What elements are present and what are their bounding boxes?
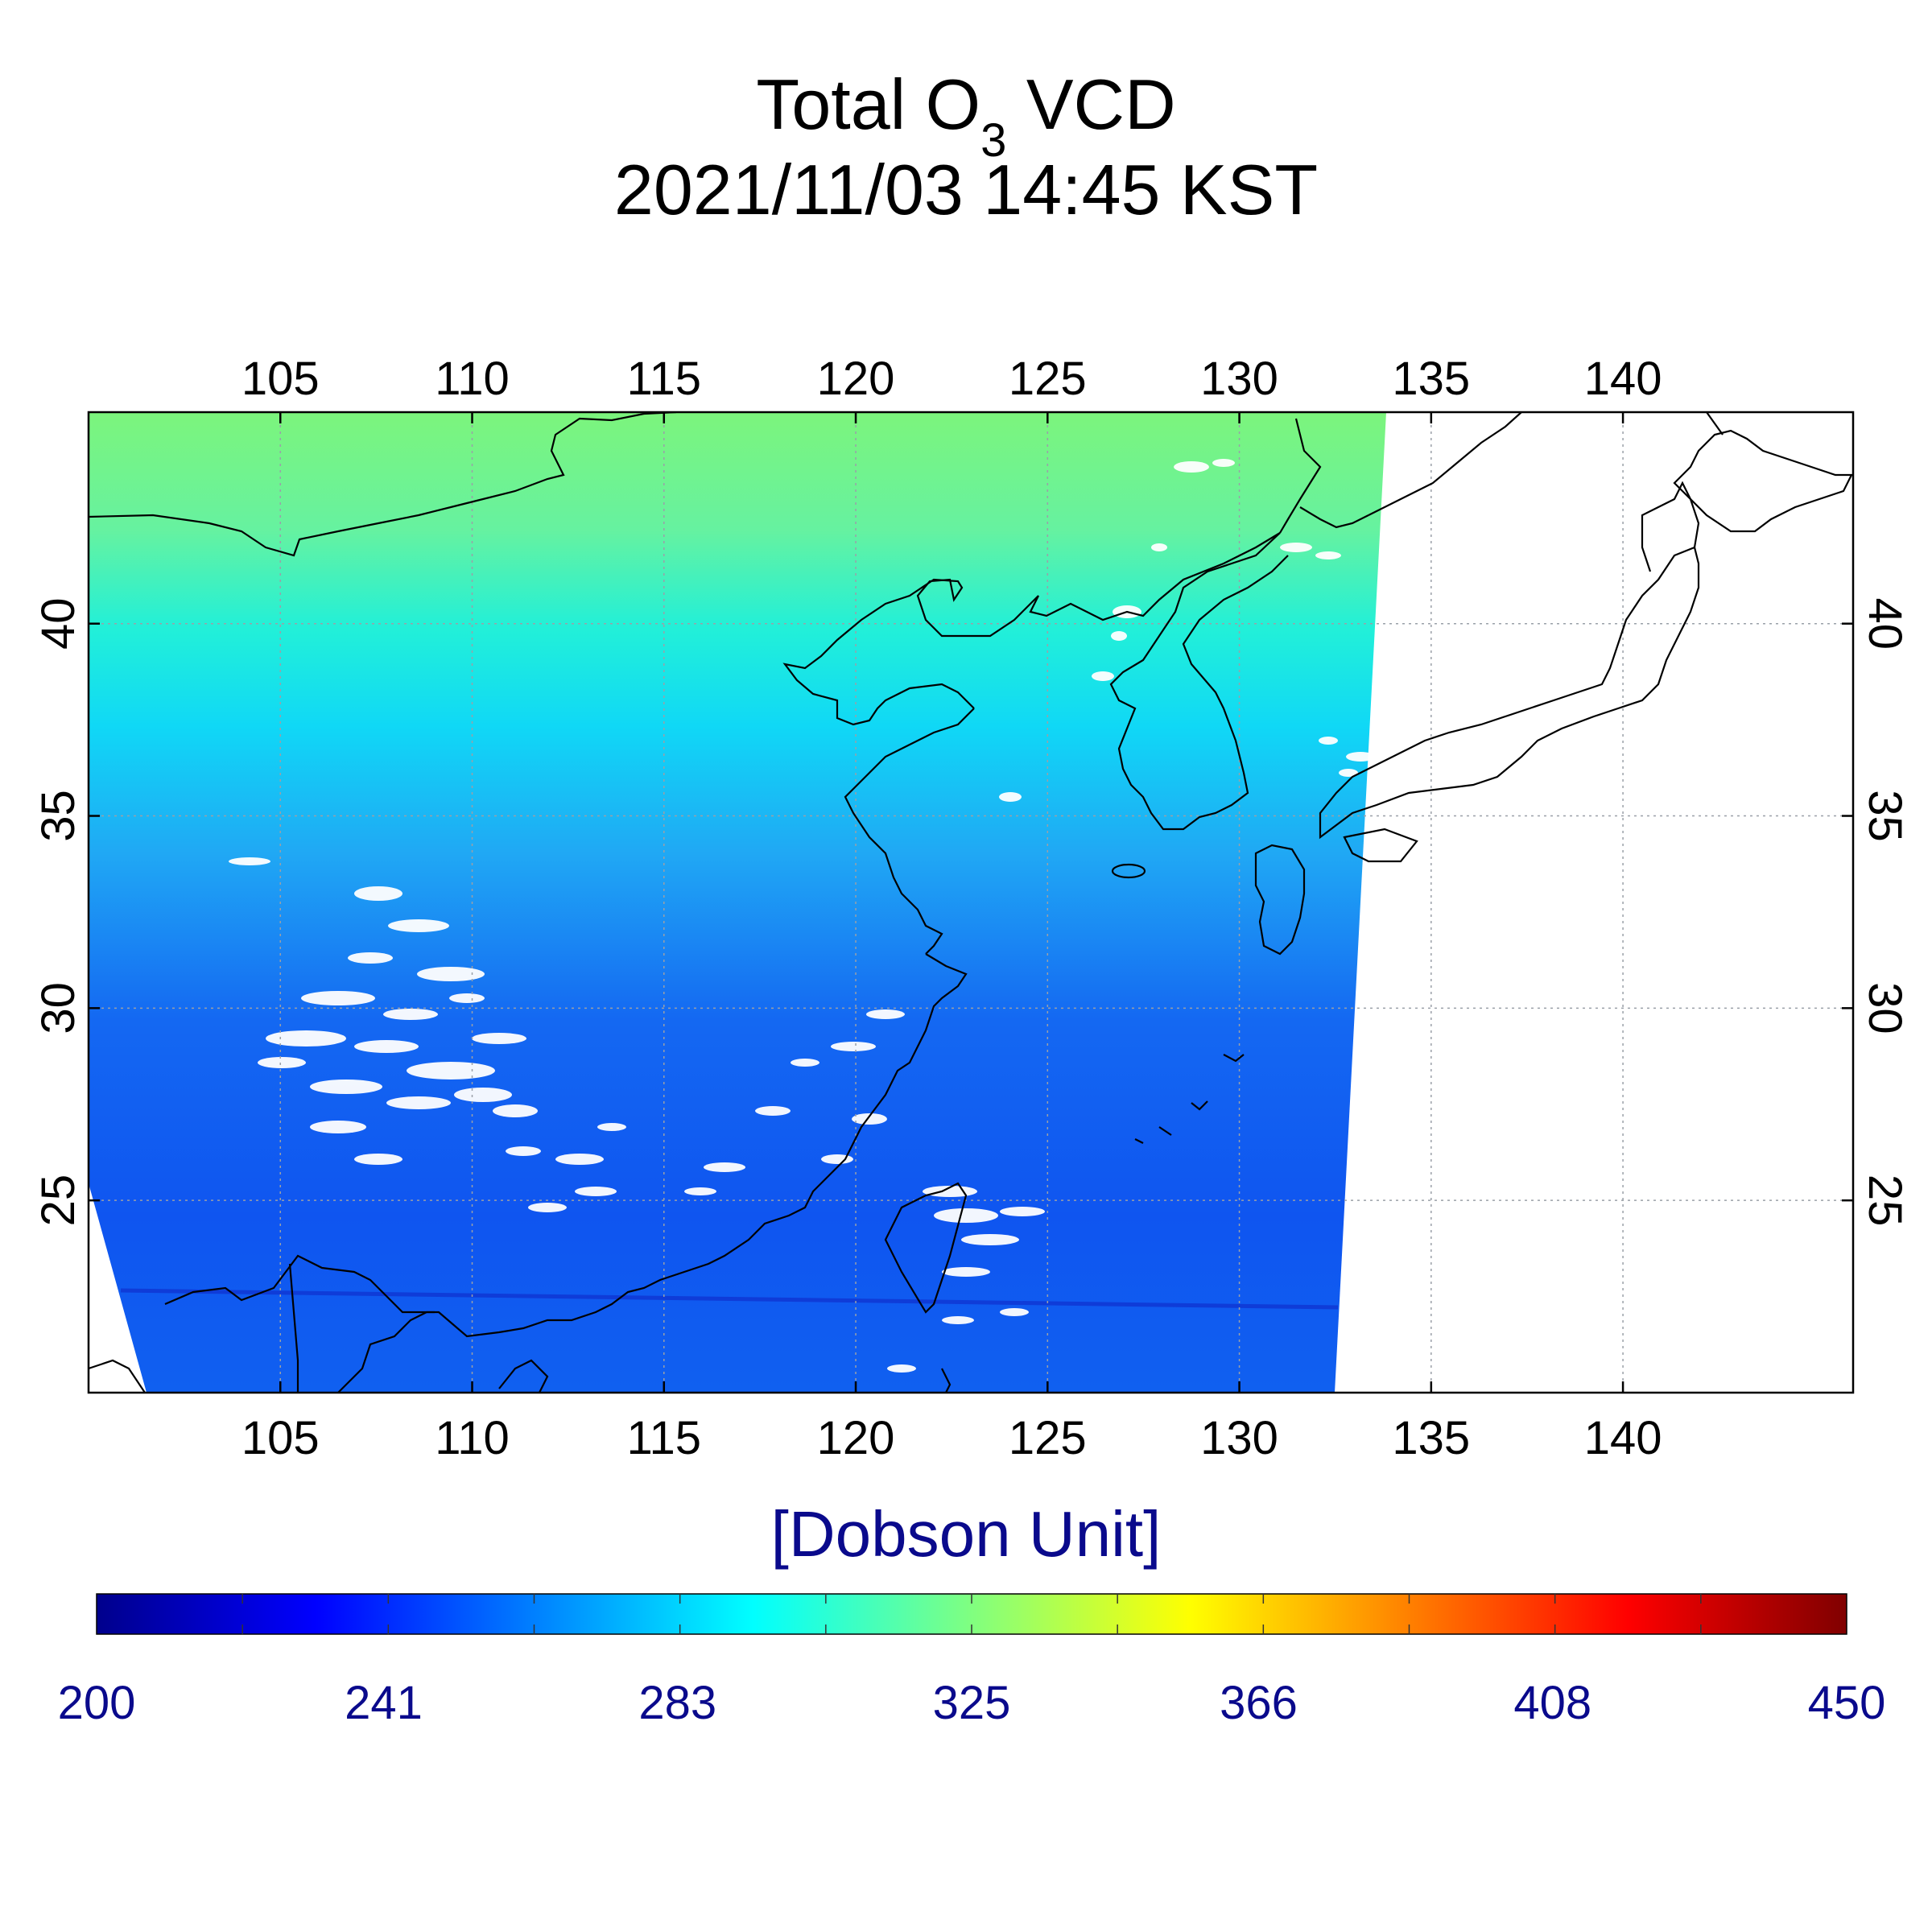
map-frame <box>87 411 1855 1394</box>
scan-line-artifact <box>120 1288 1339 1310</box>
satellite-swath <box>89 412 1386 1393</box>
lat-label-left: 25 <box>32 1174 85 1227</box>
lon-label-bottom: 120 <box>817 1412 895 1464</box>
title-subscript: 3 <box>980 114 1007 167</box>
colorbar-label: 450 <box>1808 1677 1886 1729</box>
graticule <box>89 412 1853 1393</box>
colorbar-label: 283 <box>638 1677 716 1729</box>
colorbar-unit-label: [Dobson Unit] <box>770 1498 1162 1570</box>
map-datetime: 2021/11/03 14:45 KST <box>613 150 1319 229</box>
lat-label-right: 30 <box>1859 982 1911 1034</box>
colorbar-label: 408 <box>1513 1677 1591 1729</box>
lon-label-top: 140 <box>1584 353 1662 405</box>
lon-label-bottom: 105 <box>242 1412 320 1464</box>
axis-ticks <box>89 412 1853 1393</box>
colorbar-label: 325 <box>933 1677 1011 1729</box>
lon-label-top: 120 <box>817 353 895 405</box>
latitude-labels-right: 40 35 30 25 <box>1859 597 1911 1226</box>
lon-label-bottom: 135 <box>1392 1412 1470 1464</box>
colorbar-label: 200 <box>58 1677 136 1729</box>
lon-label-top: 125 <box>1009 353 1087 405</box>
lat-label-right: 25 <box>1859 1174 1911 1227</box>
lon-label-bottom: 130 <box>1200 1412 1278 1464</box>
lon-label-bottom: 140 <box>1584 1412 1662 1464</box>
lon-label-top: 135 <box>1392 353 1470 405</box>
lat-label-right: 35 <box>1859 790 1911 842</box>
longitude-labels-top: 105 110 115 120 125 130 135 140 <box>242 353 1662 405</box>
lon-label-bottom: 125 <box>1009 1412 1087 1464</box>
lon-label-bottom: 115 <box>627 1412 701 1464</box>
lon-label-top: 110 <box>435 353 509 405</box>
colorbar-label: 366 <box>1220 1677 1298 1729</box>
lat-label-left: 35 <box>32 790 85 842</box>
lat-label-right: 40 <box>1859 597 1911 650</box>
colorbar-ticks <box>242 1594 1702 1634</box>
map-title: Total O3 VCD <box>0 69 1932 164</box>
colorbar-labels: 200 241 283 325 366 408 450 <box>58 1677 1886 1729</box>
lon-label-bottom: 110 <box>435 1412 509 1464</box>
title-suffix: VCD <box>1006 64 1176 144</box>
lon-label-top: 115 <box>627 353 701 405</box>
title-main: Total O <box>756 64 981 144</box>
colorbar-label: 241 <box>345 1677 423 1729</box>
latitude-labels-left: 40 35 30 25 <box>32 597 85 1226</box>
lat-label-left: 40 <box>32 597 85 650</box>
coastlines <box>89 412 1853 1393</box>
lon-label-top: 105 <box>242 353 320 405</box>
longitude-labels-bottom: 105 110 115 120 125 130 135 140 <box>242 1412 1662 1464</box>
missing-data-patches <box>229 459 1375 1373</box>
lon-label-top: 130 <box>1200 353 1278 405</box>
lat-label-left: 30 <box>32 982 85 1034</box>
